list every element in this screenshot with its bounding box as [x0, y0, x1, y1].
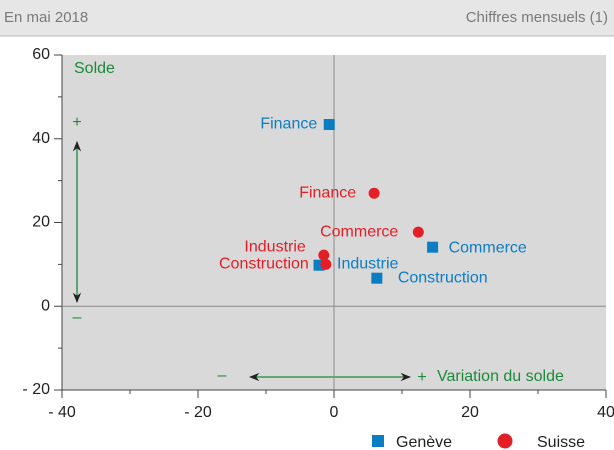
point-label: Commerce	[320, 223, 398, 240]
header-bar	[0, 0, 614, 36]
point	[313, 259, 325, 271]
header-left: En mai 2018	[4, 9, 88, 26]
point-label: Construction	[398, 269, 488, 286]
x-tick-label: 20	[461, 404, 479, 421]
legend-label: Genève	[396, 434, 452, 450]
point	[318, 249, 330, 261]
y-minus: –	[73, 309, 82, 326]
point-label: Industrie	[244, 238, 305, 255]
point	[320, 258, 332, 270]
x-annotation: Variation du solde	[437, 368, 564, 385]
point	[412, 226, 424, 238]
legend-swatch	[497, 433, 513, 449]
point-label: Construction	[219, 256, 309, 273]
y-plus: +	[72, 114, 81, 131]
point	[368, 187, 380, 199]
y-tick-label: 40	[32, 130, 50, 147]
y-tick-label: 60	[32, 46, 50, 63]
point	[323, 119, 335, 131]
point-label: Finance	[260, 116, 317, 133]
x-tick-label: 40	[597, 404, 614, 421]
x-tick-label: - 40	[48, 404, 76, 421]
point	[371, 272, 383, 284]
point-label: Industrie	[337, 255, 398, 272]
x-tick-label: - 20	[184, 404, 212, 421]
x-plus: +	[417, 369, 426, 386]
y-tick-label: - 20	[22, 381, 50, 398]
point-label: Commerce	[449, 239, 527, 256]
y-annotation: Solde	[74, 60, 115, 77]
y-tick-label: 0	[41, 297, 50, 314]
x-minus: –	[218, 367, 227, 384]
header-right: Chiffres mensuels (1)	[466, 9, 608, 26]
legend-label: Suisse	[537, 434, 585, 450]
y-tick-label: 20	[32, 214, 50, 231]
x-tick-label: 0	[330, 404, 339, 421]
point	[427, 241, 439, 253]
point-label: Finance	[299, 184, 356, 201]
legend-swatch	[372, 435, 384, 447]
